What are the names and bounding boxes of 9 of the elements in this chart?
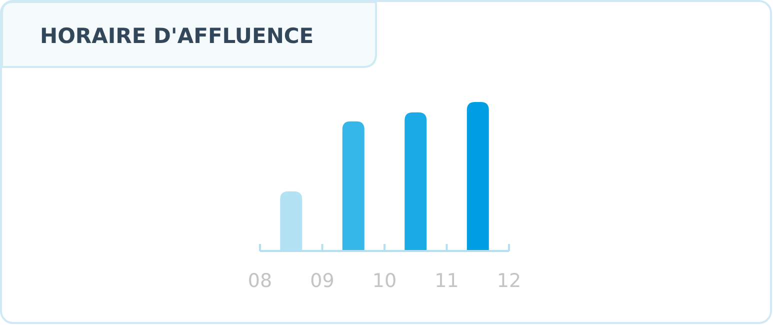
x-tick-label: 12 (496, 270, 522, 292)
bar (342, 121, 364, 251)
x-tick-label: 09 (310, 270, 334, 292)
chart-title: HORAIRE D'AFFLUENCE (40, 24, 314, 48)
x-tick-label: 08 (248, 270, 272, 292)
x-tick-label: 11 (434, 270, 459, 292)
x-tick-label: 10 (372, 270, 397, 292)
bar (404, 112, 427, 251)
bar (466, 102, 489, 251)
